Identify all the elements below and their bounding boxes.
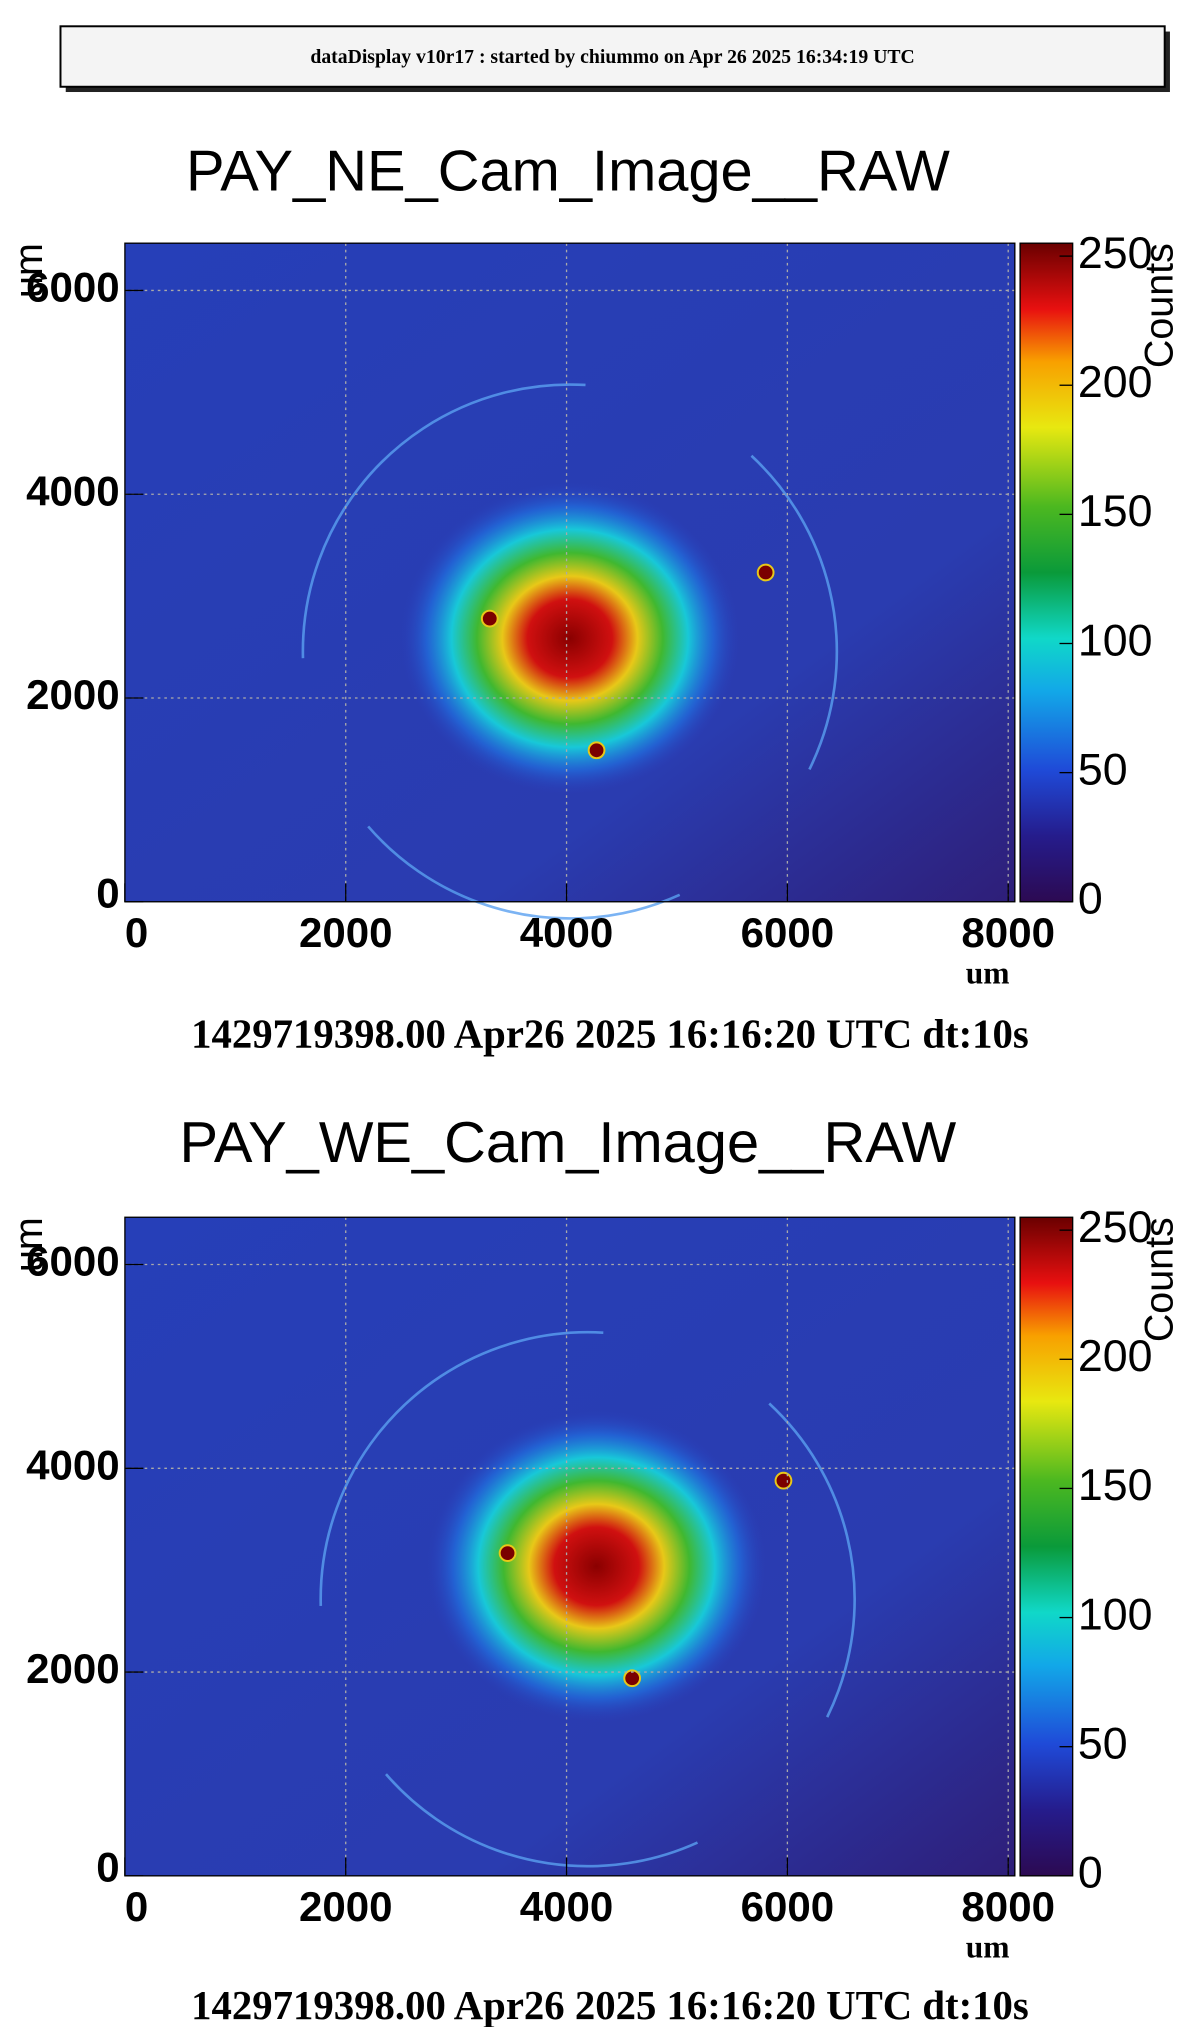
ring-reflection [319,1330,856,1868]
x-tick-label: 0 [125,909,148,956]
y-tick-label: 6000 [26,1238,120,1285]
x-axis-label: um [966,1929,1010,1964]
z-tick-label: 0 [1078,875,1103,924]
z-tick-label: 250 [1078,229,1153,278]
z-tick-label: 250 [1078,1203,1153,1252]
header-box [59,25,1166,88]
y-tick-label: 6000 [26,264,120,311]
x-tick-label: 2000 [299,1883,393,1930]
z-tick-label: 100 [1078,1590,1153,1639]
x-tick-label: 4000 [520,909,614,956]
frame [124,242,1016,903]
x-tick-label: 2000 [299,909,393,956]
intensity-blob [427,1410,766,1722]
hot-spot [623,1669,642,1688]
y-tick-label: 0 [96,1844,119,1891]
z-tick-label: 50 [1078,1720,1128,1769]
y-axis-label: um [7,243,51,298]
z-tick-label: 100 [1078,616,1153,665]
hot-spot [587,741,606,760]
z-axis-label: Counts [1138,1217,1182,1342]
x-tick-label: 6000 [741,1883,835,1930]
x-tick-label: 6000 [741,909,835,956]
hot-spot [498,1544,517,1562]
footer-text: 1429719398.00 Apr26 2025 16:16:20 UTC dt… [191,1012,1029,1057]
chart-title: PAY_WE_Cam_Image__RAW [180,1111,957,1175]
y-tick-label: 4000 [26,1441,120,1488]
z-axis-label: Counts [1138,243,1182,368]
z-tick-label: 200 [1078,358,1153,407]
y-tick-label: 4000 [26,467,120,514]
y-tick-label: 2000 [26,671,120,718]
footer-text: 1429719398.00 Apr26 2025 16:16:20 UTC dt… [191,1983,1029,2027]
x-axis-label: um [966,955,1010,990]
frame [124,1216,1016,1877]
hot-spot [480,609,499,628]
x-tick-label: 4000 [520,1883,614,1930]
z-tick-label: 200 [1078,1332,1153,1381]
hot-spot [756,563,775,582]
y-axis-label: um [7,1217,51,1272]
chart-title: PAY_NE_Cam_Image__RAW [186,140,950,204]
z-tick-label: 150 [1078,487,1153,536]
color-bar [1019,242,1074,903]
z-tick-label: 150 [1078,1461,1153,1510]
z-tick-label: 0 [1078,1849,1103,1898]
x-tick-label: 8000 [961,909,1055,956]
x-tick-label: 0 [125,1883,148,1930]
x-tick-label: 8000 [961,1883,1055,1930]
y-tick-label: 0 [96,870,119,917]
z-tick-label: 50 [1078,745,1128,794]
header-text: dataDisplay v10r17 : started by chiummo … [310,46,914,68]
intensity-blob [400,482,739,794]
hot-spot [774,1471,793,1490]
color-bar [1019,1216,1074,1877]
y-tick-label: 2000 [26,1645,120,1692]
